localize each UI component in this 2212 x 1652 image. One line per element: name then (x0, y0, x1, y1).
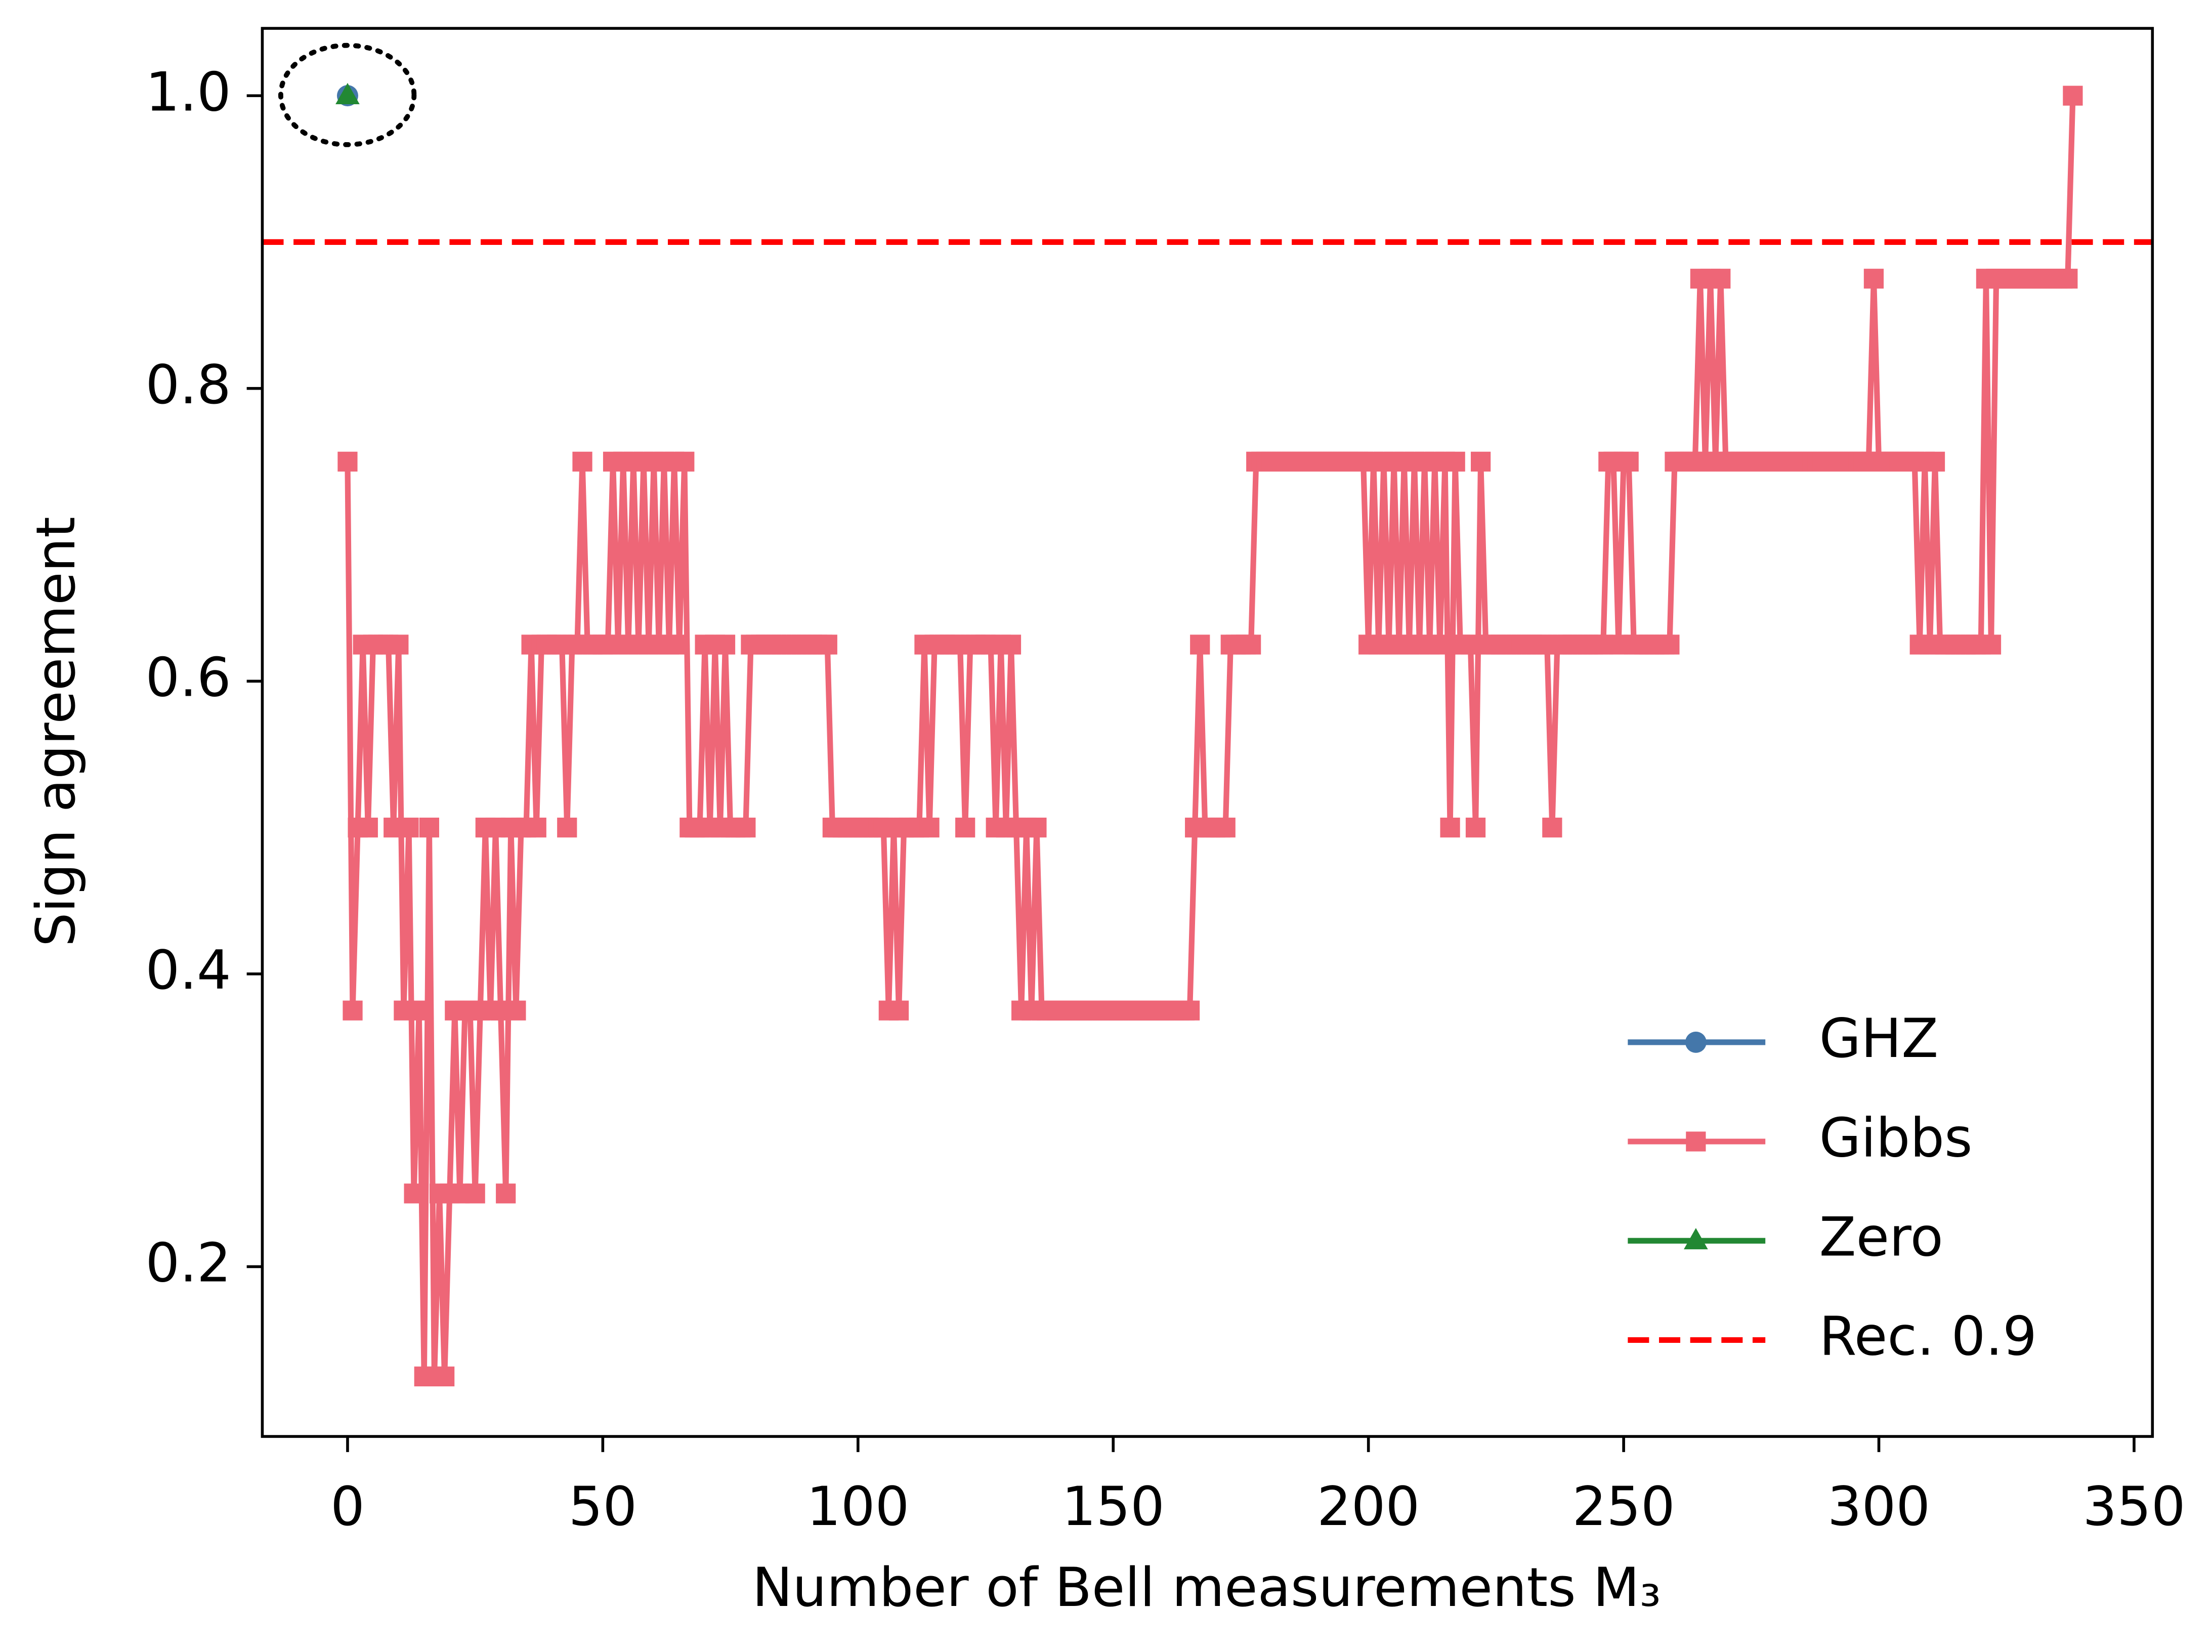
legend: GHZ Gibbs Zero Rec. 0.9 (1628, 1007, 2037, 1368)
y-tick-label: 1.0 (145, 61, 231, 123)
marker (1027, 817, 1047, 838)
marker (2058, 269, 2078, 289)
legend-label: Gibbs (1819, 1107, 1973, 1169)
marker (389, 634, 409, 655)
y-axis-label: Sign agreement (25, 517, 88, 947)
marker (1711, 269, 1731, 289)
marker (1445, 451, 1465, 472)
x-tick-label: 0 (330, 1475, 365, 1538)
marker (1471, 451, 1491, 472)
marker (1215, 817, 1236, 838)
marker (506, 1000, 526, 1021)
y-tick-label: 0.2 (145, 1232, 231, 1295)
x-tick-label: 200 (1317, 1475, 1420, 1538)
marker (919, 817, 940, 838)
marker (1619, 451, 1639, 472)
marker (2063, 86, 2083, 106)
marker (337, 451, 358, 472)
marker (465, 1183, 485, 1204)
marker (343, 1000, 363, 1021)
marker (526, 817, 546, 838)
marker (404, 1183, 424, 1204)
marker (888, 1000, 909, 1021)
marker (1190, 634, 1210, 655)
highlight-ellipse (278, 43, 417, 147)
legend-label: GHZ (1819, 1007, 1939, 1070)
marker (399, 817, 419, 838)
marker (1660, 634, 1680, 655)
marker (674, 451, 695, 472)
marker (557, 817, 577, 838)
y-tick-label: 0.8 (145, 354, 231, 416)
x-tick-label: 300 (1827, 1475, 1930, 1538)
y-tick-label: 0.4 (145, 939, 231, 1002)
marker (1179, 1000, 1200, 1021)
marker (1684, 1228, 1708, 1250)
marker (669, 634, 690, 655)
plot-area (262, 82, 2153, 1387)
marker (1542, 817, 1562, 838)
marker (419, 817, 439, 838)
marker (335, 82, 360, 104)
axes-frame (261, 27, 2154, 1438)
marker (1001, 634, 1022, 655)
legend-label: Rec. 0.9 (1819, 1305, 2037, 1368)
marker (715, 634, 736, 655)
marker (1440, 817, 1460, 838)
x-tick-label: 50 (569, 1475, 637, 1538)
marker (572, 451, 592, 472)
marker (409, 1000, 429, 1021)
marker (435, 1366, 455, 1387)
marker (1863, 269, 1884, 289)
marker (1686, 1131, 1706, 1152)
marker (1430, 634, 1450, 655)
x-axis-label: Number of Bell measurements M₃ (752, 1556, 1661, 1619)
marker (817, 634, 837, 655)
marker (1981, 634, 2002, 655)
marker (955, 817, 975, 838)
x-tick-label: 250 (1572, 1475, 1675, 1538)
marker (358, 817, 378, 838)
marker (1465, 817, 1486, 838)
marker (1925, 451, 1945, 472)
x-tick-label: 150 (1062, 1475, 1165, 1538)
marker (1685, 1031, 1707, 1053)
marker (736, 817, 756, 838)
legend-label: Zero (1819, 1206, 1943, 1269)
marker (1241, 634, 1261, 655)
y-tick-label: 0.6 (145, 647, 231, 709)
x-tick-label: 100 (806, 1475, 909, 1538)
x-tick-label: 350 (2082, 1475, 2185, 1538)
marker (496, 1183, 516, 1204)
